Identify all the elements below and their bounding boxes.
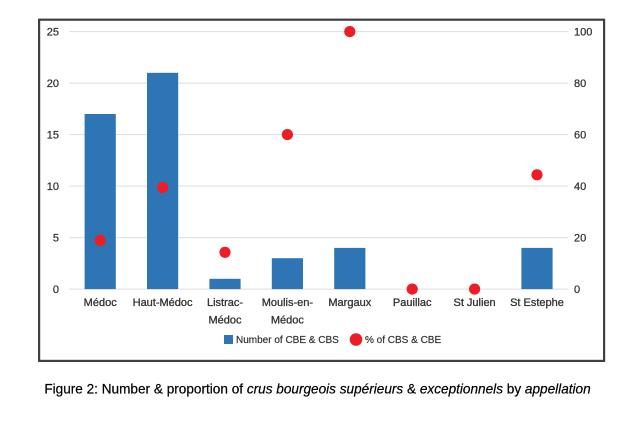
svg-text:0: 0 bbox=[574, 284, 580, 296]
svg-text:Listrac-: Listrac- bbox=[207, 297, 243, 309]
svg-text:Haut-Médoc: Haut-Médoc bbox=[133, 297, 193, 309]
svg-text:25: 25 bbox=[47, 27, 59, 39]
svg-text:20: 20 bbox=[47, 78, 59, 90]
svg-text:Médoc: Médoc bbox=[208, 315, 242, 327]
svg-text:Moulis-en-: Moulis-en- bbox=[262, 297, 314, 309]
svg-text:Figure 2: Number & proportion: Figure 2: Number & proportion of crus bo… bbox=[44, 382, 590, 397]
svg-text:% of CBS & CBE: % of CBS & CBE bbox=[365, 335, 441, 346]
svg-text:St Estephe: St Estephe bbox=[510, 297, 564, 309]
svg-text:40: 40 bbox=[574, 181, 586, 193]
svg-text:15: 15 bbox=[47, 130, 59, 142]
svg-text:0: 0 bbox=[53, 284, 59, 296]
svg-text:60: 60 bbox=[574, 130, 586, 142]
svg-text:5: 5 bbox=[53, 233, 59, 245]
svg-text:St Julien: St Julien bbox=[453, 297, 495, 309]
svg-text:Pauillac: Pauillac bbox=[393, 297, 432, 309]
svg-text:Margaux: Margaux bbox=[328, 297, 371, 309]
svg-text:10: 10 bbox=[47, 181, 59, 193]
svg-text:Médoc: Médoc bbox=[271, 315, 305, 327]
svg-text:20: 20 bbox=[574, 233, 586, 245]
svg-text:Médoc: Médoc bbox=[84, 297, 118, 309]
svg-text:Number of CBE & CBS: Number of CBE & CBS bbox=[236, 335, 339, 346]
svg-text:100: 100 bbox=[574, 27, 592, 39]
svg-text:80: 80 bbox=[574, 78, 586, 90]
